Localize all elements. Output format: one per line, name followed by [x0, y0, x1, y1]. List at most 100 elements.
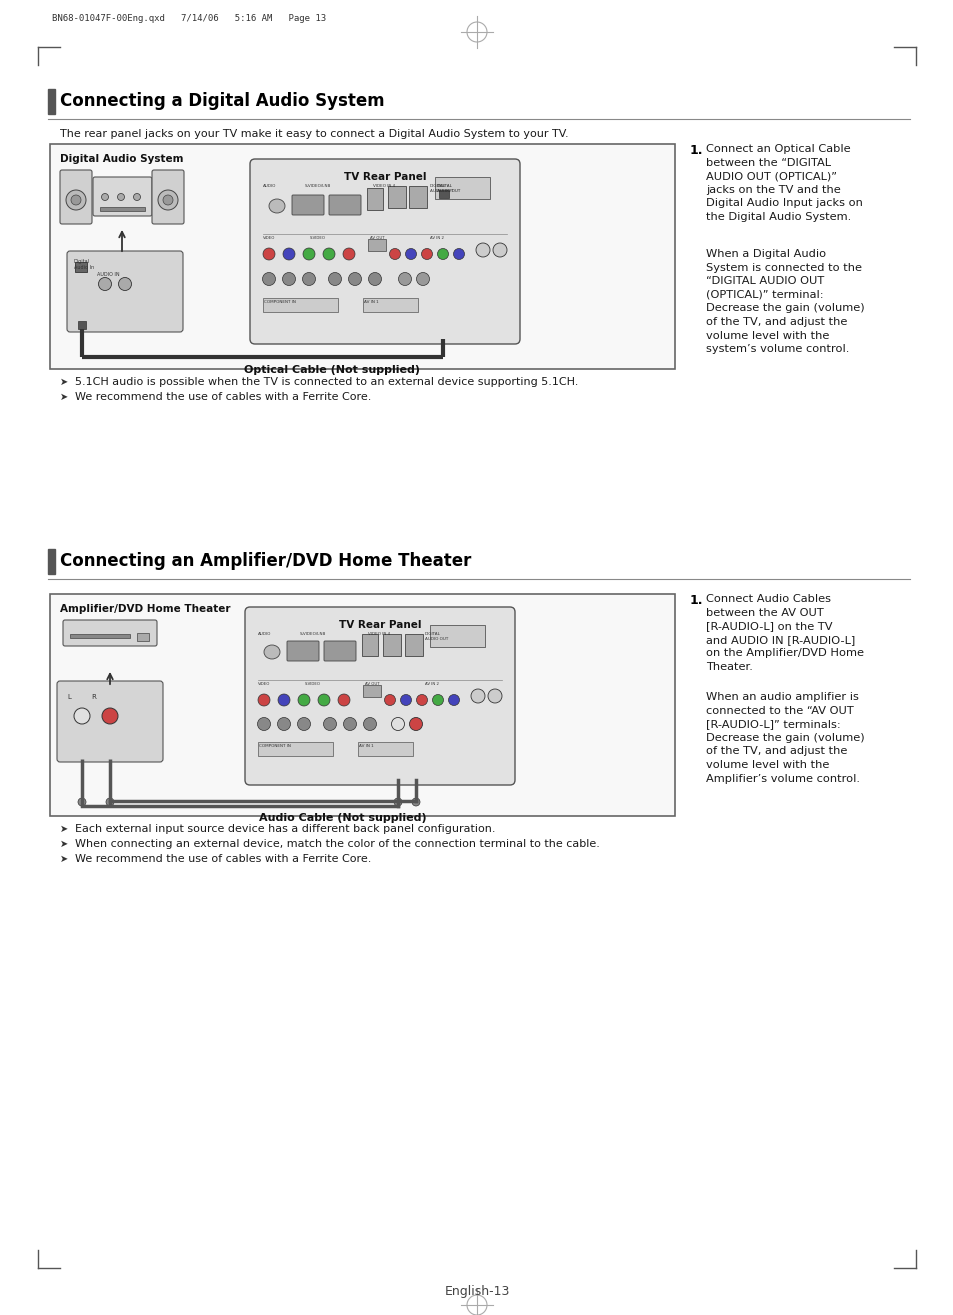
Bar [75, 262, 87, 272]
Bar [363, 685, 380, 697]
Text: Connecting a Digital Audio System: Connecting a Digital Audio System [60, 92, 384, 110]
Text: Audio Cable (Not supplied): Audio Cable (Not supplied) [258, 813, 426, 823]
Text: VIDEO IN 4: VIDEO IN 4 [373, 184, 395, 188]
Text: Optical Cable (Not supplied): Optical Cable (Not supplied) [244, 366, 420, 375]
Bar [388, 185, 406, 208]
Text: AUDIO: AUDIO [263, 184, 276, 188]
Ellipse shape [264, 644, 280, 659]
Ellipse shape [416, 694, 427, 706]
Ellipse shape [262, 272, 275, 285]
Ellipse shape [71, 195, 81, 205]
Text: S-VIDEO: S-VIDEO [305, 682, 320, 686]
FancyBboxPatch shape [92, 178, 152, 216]
FancyBboxPatch shape [245, 608, 515, 785]
Ellipse shape [74, 707, 90, 725]
Ellipse shape [348, 272, 361, 285]
Bar [368, 239, 386, 251]
Bar [435, 178, 490, 199]
Text: DIGITAL
AUDIO OUT: DIGITAL AUDIO OUT [436, 184, 460, 192]
Bar [363, 299, 417, 312]
Ellipse shape [257, 694, 270, 706]
Ellipse shape [263, 249, 274, 260]
Text: ➤: ➤ [60, 377, 68, 387]
Bar [48, 89, 55, 114]
Ellipse shape [368, 272, 381, 285]
Text: We recommend the use of cables with a Ferrite Core.: We recommend the use of cables with a Fe… [75, 392, 371, 402]
FancyBboxPatch shape [329, 195, 360, 214]
Text: AUDIO: AUDIO [257, 633, 271, 636]
Bar [409, 185, 427, 208]
Bar [70, 634, 130, 638]
Ellipse shape [117, 193, 125, 200]
Ellipse shape [98, 277, 112, 291]
Text: Digital
Audio In: Digital Audio In [74, 259, 94, 270]
Text: When a Digital Audio
System is connected to the
“DIGITAL AUDIO OUT
(OPTICAL)” te: When a Digital Audio System is connected… [705, 249, 863, 354]
Text: Amplifier/DVD Home Theater: Amplifier/DVD Home Theater [60, 604, 231, 614]
Ellipse shape [400, 694, 411, 706]
Bar [405, 634, 422, 656]
FancyBboxPatch shape [67, 251, 183, 331]
Ellipse shape [297, 694, 310, 706]
Text: L         R: L R [68, 694, 97, 700]
Ellipse shape [66, 189, 86, 210]
Text: AV IN 1: AV IN 1 [364, 300, 378, 304]
Ellipse shape [163, 195, 172, 205]
Text: 1.: 1. [689, 594, 702, 608]
Text: Each external input source device has a different back panel configuration.: Each external input source device has a … [75, 825, 495, 834]
Bar [48, 548, 55, 575]
FancyBboxPatch shape [152, 170, 184, 224]
Ellipse shape [101, 193, 109, 200]
FancyBboxPatch shape [63, 619, 157, 646]
Text: COMPONENT IN: COMPONENT IN [258, 744, 291, 748]
Ellipse shape [476, 243, 490, 256]
Ellipse shape [303, 249, 314, 260]
Bar [263, 299, 337, 312]
FancyBboxPatch shape [292, 195, 324, 214]
Ellipse shape [453, 249, 464, 259]
Text: VIDEO: VIDEO [257, 682, 270, 686]
Text: English-13: English-13 [444, 1285, 509, 1298]
Ellipse shape [421, 249, 432, 259]
Bar [137, 633, 149, 640]
Text: DIGITAL
AUDIO OUT: DIGITAL AUDIO OUT [424, 633, 448, 640]
Text: ➤: ➤ [60, 853, 68, 864]
Text: When connecting an external device, match the color of the connection terminal t: When connecting an external device, matc… [75, 839, 599, 849]
Ellipse shape [78, 798, 86, 806]
Ellipse shape [391, 718, 404, 731]
Ellipse shape [277, 718, 291, 731]
Text: Connect Audio Cables
between the AV OUT
[R-AUDIO-L] on the TV
and AUDIO IN [R-AU: Connect Audio Cables between the AV OUT … [705, 594, 863, 672]
Ellipse shape [106, 798, 113, 806]
Ellipse shape [102, 707, 118, 725]
FancyBboxPatch shape [250, 159, 519, 345]
Ellipse shape [412, 798, 419, 806]
Text: S-VIDEO: S-VIDEO [310, 235, 326, 241]
Ellipse shape [269, 199, 285, 213]
Text: VIDEO: VIDEO [263, 235, 275, 241]
Text: BN68-01047F-00Eng.qxd   7/14/06   5:16 AM   Page 13: BN68-01047F-00Eng.qxd 7/14/06 5:16 AM Pa… [52, 14, 326, 22]
Ellipse shape [394, 798, 401, 806]
Ellipse shape [343, 718, 356, 731]
Ellipse shape [389, 249, 400, 259]
Text: AV OUT: AV OUT [365, 682, 379, 686]
Text: S-VIDEO/LNB: S-VIDEO/LNB [299, 633, 326, 636]
Bar [361, 634, 377, 656]
Text: The rear panel jacks on your TV make it easy to connect a Digital Audio System t: The rear panel jacks on your TV make it … [60, 129, 568, 139]
Ellipse shape [133, 193, 140, 200]
Text: Connect an Optical Cable
between the “DIGITAL
AUDIO OUT (OPTICAL)”
jacks on the : Connect an Optical Cable between the “DI… [705, 145, 862, 222]
Text: AV IN 1: AV IN 1 [358, 744, 374, 748]
Text: We recommend the use of cables with a Ferrite Core.: We recommend the use of cables with a Fe… [75, 853, 371, 864]
Text: 5.1CH audio is possible when the TV is connected to an external device supportin: 5.1CH audio is possible when the TV is c… [75, 377, 578, 387]
Ellipse shape [328, 272, 341, 285]
Text: Digital Audio System: Digital Audio System [60, 154, 183, 164]
Text: 1.: 1. [689, 145, 702, 156]
Ellipse shape [323, 718, 336, 731]
Bar [100, 206, 145, 210]
Bar [438, 189, 449, 199]
Text: Connecting an Amplifier/DVD Home Theater: Connecting an Amplifier/DVD Home Theater [60, 552, 471, 569]
Text: AV IN 2: AV IN 2 [424, 682, 438, 686]
Bar [78, 321, 86, 329]
Ellipse shape [409, 718, 422, 731]
Ellipse shape [118, 277, 132, 291]
Ellipse shape [493, 243, 506, 256]
Text: ➤: ➤ [60, 839, 68, 849]
